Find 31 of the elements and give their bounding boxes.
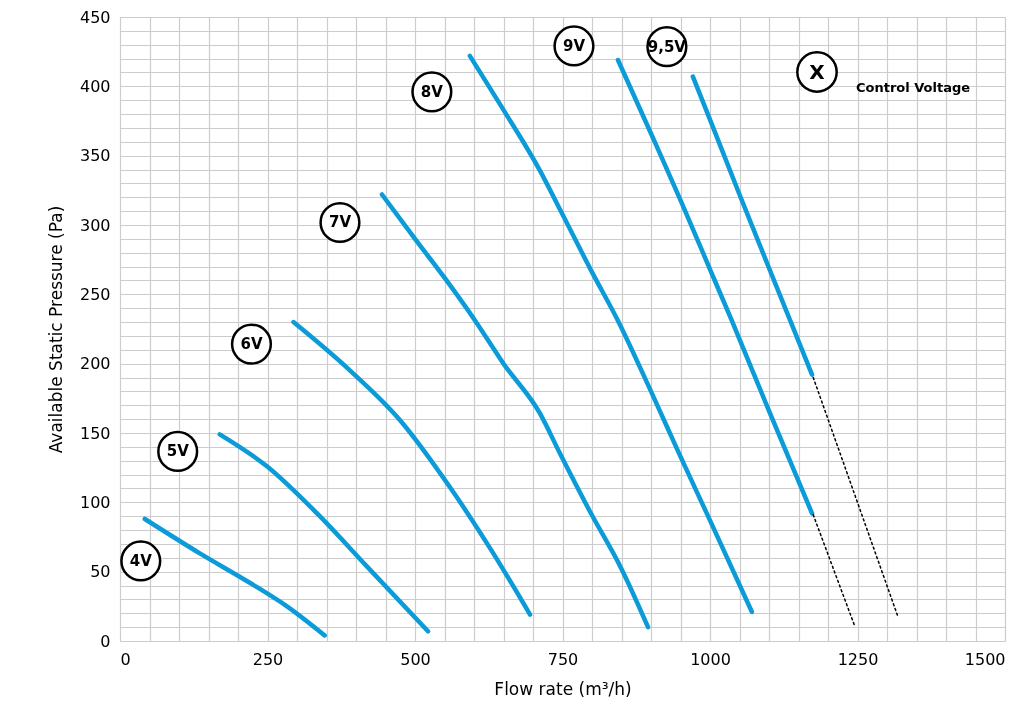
x-tick-label: 500 [400, 649, 431, 669]
text: 8V [420, 82, 444, 101]
line-series [217, 432, 431, 634]
y-axis-title: Available Static Pressure (Pa) [45, 205, 66, 454]
x-tick-label: 1500 [964, 649, 1006, 669]
line-series [291, 319, 533, 617]
annotation: X [809, 60, 826, 84]
y-tick-label: 50 [90, 562, 111, 582]
x-tick-label: 250 [252, 649, 284, 669]
x-tick-label: 0 [120, 649, 131, 669]
y-tick-label: 150 [79, 423, 111, 443]
y-tick-label: 0 [100, 631, 111, 651]
text: 5V [166, 442, 190, 461]
line-series [379, 192, 651, 630]
x-tick-label: 1000 [690, 649, 731, 669]
y-tick-label: 450 [79, 7, 111, 27]
y-tick-label: 200 [79, 354, 111, 374]
y-tick-label: 350 [79, 146, 111, 166]
x-axis-title: Flow rate (m³/h) [494, 678, 632, 699]
text: 9V [562, 36, 586, 55]
y-tick-label: 300 [79, 215, 111, 235]
x-tick-label: 750 [547, 649, 579, 669]
y-tick-label: 400 [79, 76, 111, 96]
line-series [467, 53, 755, 615]
text: 7V [328, 213, 352, 232]
text: 6V [240, 335, 263, 354]
x-tick-label: 1250 [837, 649, 879, 669]
y-tick-label: 250 [79, 284, 111, 304]
y-tick-label: 100 [79, 492, 111, 512]
series-label: 4V [129, 551, 153, 570]
annotation: Control Voltage [856, 80, 971, 95]
